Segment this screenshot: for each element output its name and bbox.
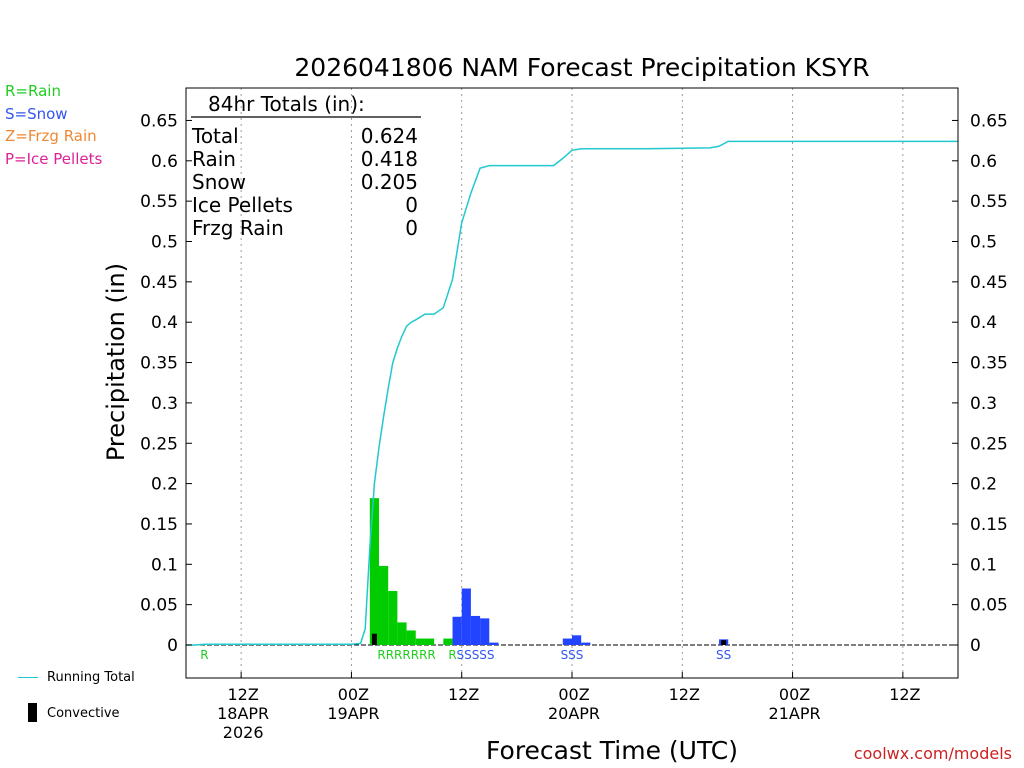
precip-type-label: RRRRRRR bbox=[377, 648, 435, 662]
y-tick-label-left: 0.6 bbox=[151, 152, 178, 172]
y-tick-label-left: 0 bbox=[167, 636, 178, 656]
totals-row-value: 0.205 bbox=[361, 170, 418, 194]
y-tick-label-right: 0.05 bbox=[970, 596, 1008, 616]
y-tick-label-left: 0.45 bbox=[140, 273, 178, 293]
precip-bar bbox=[581, 642, 591, 645]
totals-title: 84hr Totals (in): bbox=[208, 92, 365, 116]
totals-row-value: 0 bbox=[405, 193, 418, 217]
precip-bar bbox=[480, 618, 490, 645]
y-tick-label-left: 0.35 bbox=[140, 354, 178, 374]
x-tick-label: 12Z bbox=[669, 685, 700, 704]
x-axis-label: Forecast Time (UTC) bbox=[486, 736, 738, 765]
precip-type-label: R bbox=[448, 648, 456, 662]
legend-ice-pellets: P=Ice Pellets bbox=[5, 150, 103, 168]
totals-row-label: Rain bbox=[192, 147, 236, 171]
convective-legend-label: Convective bbox=[47, 706, 120, 721]
totals-row-label: Total bbox=[191, 124, 239, 148]
precip-bar bbox=[397, 622, 407, 645]
y-tick-label-left: 0.05 bbox=[140, 596, 178, 616]
precip-bar bbox=[369, 498, 379, 645]
y-tick-label-right: 0.35 bbox=[970, 354, 1008, 374]
y-tick-label-right: 0.65 bbox=[970, 111, 1008, 131]
precip-bar bbox=[415, 638, 425, 645]
y-axis-label: Precipitation (in) bbox=[102, 263, 130, 461]
y-tick-label-right: 0.25 bbox=[970, 434, 1008, 454]
y-tick-label-right: 0.1 bbox=[970, 555, 997, 575]
chart-title: 2026041806 NAM Forecast Precipitation KS… bbox=[294, 53, 869, 82]
y-tick-label-right: 0.45 bbox=[970, 273, 1008, 293]
precip-type-label: SSS bbox=[561, 648, 584, 662]
totals-row-label: Frzg Rain bbox=[192, 216, 284, 240]
precip-type-label: SS bbox=[716, 648, 731, 662]
y-tick-label-left: 0.4 bbox=[151, 313, 178, 333]
y-tick-label-left: 0.65 bbox=[140, 111, 178, 131]
y-tick-label-right: 0.5 bbox=[970, 233, 997, 253]
y-tick-label-right: 0.55 bbox=[970, 192, 1008, 212]
precip-bar bbox=[424, 638, 435, 645]
y-tick-label-right: 0.4 bbox=[970, 313, 997, 333]
precip-bar bbox=[470, 615, 481, 645]
legend-rain: R=Rain bbox=[5, 82, 61, 100]
credit-text: coolwx.com/models bbox=[853, 744, 1012, 763]
y-tick-label-right: 0 bbox=[970, 636, 981, 656]
y-tick-label-right: 0.2 bbox=[970, 475, 997, 495]
x-tick-label: 00Z bbox=[558, 685, 589, 704]
totals-row-value: 0.418 bbox=[361, 147, 418, 171]
precip-bar bbox=[406, 630, 416, 645]
y-tick-label-right: 0.3 bbox=[970, 394, 997, 414]
x-tick-label: 00Z bbox=[338, 685, 369, 704]
x-tick-label: 12Z bbox=[889, 685, 920, 704]
precip-bar bbox=[562, 638, 572, 645]
x-tick-label: 2026 bbox=[223, 723, 264, 742]
x-tick-label: 00Z bbox=[779, 685, 810, 704]
precip-bar bbox=[388, 590, 398, 645]
legend-snow: S=Snow bbox=[5, 105, 68, 123]
y-tick-label-right: 0.15 bbox=[970, 515, 1008, 535]
y-tick-label-right: 0.6 bbox=[970, 152, 997, 172]
x-tick-label: 18APR bbox=[217, 704, 269, 723]
y-tick-label-left: 0.55 bbox=[140, 192, 178, 212]
x-tick-label: 12Z bbox=[448, 685, 479, 704]
convective-bar bbox=[371, 633, 377, 645]
totals-row-label: Ice Pellets bbox=[192, 193, 293, 217]
y-tick-label-left: 0.5 bbox=[151, 233, 178, 253]
running-total-line bbox=[186, 140, 958, 646]
precip-bar bbox=[572, 635, 582, 645]
totals-row-value: 0 bbox=[405, 216, 418, 240]
x-tick-label: 20APR bbox=[548, 704, 600, 723]
legend-frzg-rain: Z=Frzg Rain bbox=[5, 127, 97, 145]
x-tick-label: 21APR bbox=[769, 704, 821, 723]
precip-type-label: SSSSS bbox=[456, 648, 494, 662]
y-tick-label-left: 0.3 bbox=[151, 394, 178, 414]
running-total-legend-label: Running Total bbox=[47, 670, 135, 685]
y-tick-label-left: 0.1 bbox=[151, 555, 178, 575]
y-tick-label-left: 0.15 bbox=[140, 515, 178, 535]
convective-legend-swatch bbox=[28, 703, 37, 722]
precip-bar bbox=[489, 642, 499, 645]
convective-bar bbox=[721, 640, 727, 645]
x-tick-label: 19APR bbox=[327, 704, 379, 723]
running-total-legend-line bbox=[18, 677, 38, 678]
totals-row-label: Snow bbox=[192, 170, 246, 194]
precip-bar bbox=[461, 588, 471, 645]
precip-bar bbox=[443, 638, 453, 645]
x-tick-label: 12Z bbox=[227, 685, 258, 704]
precip-bar bbox=[452, 616, 462, 645]
y-tick-label-left: 0.2 bbox=[151, 475, 178, 495]
precip-type-label: R bbox=[200, 648, 208, 662]
y-tick-label-left: 0.25 bbox=[140, 434, 178, 454]
totals-row-value: 0.624 bbox=[361, 124, 418, 148]
precip-bar bbox=[379, 565, 389, 645]
